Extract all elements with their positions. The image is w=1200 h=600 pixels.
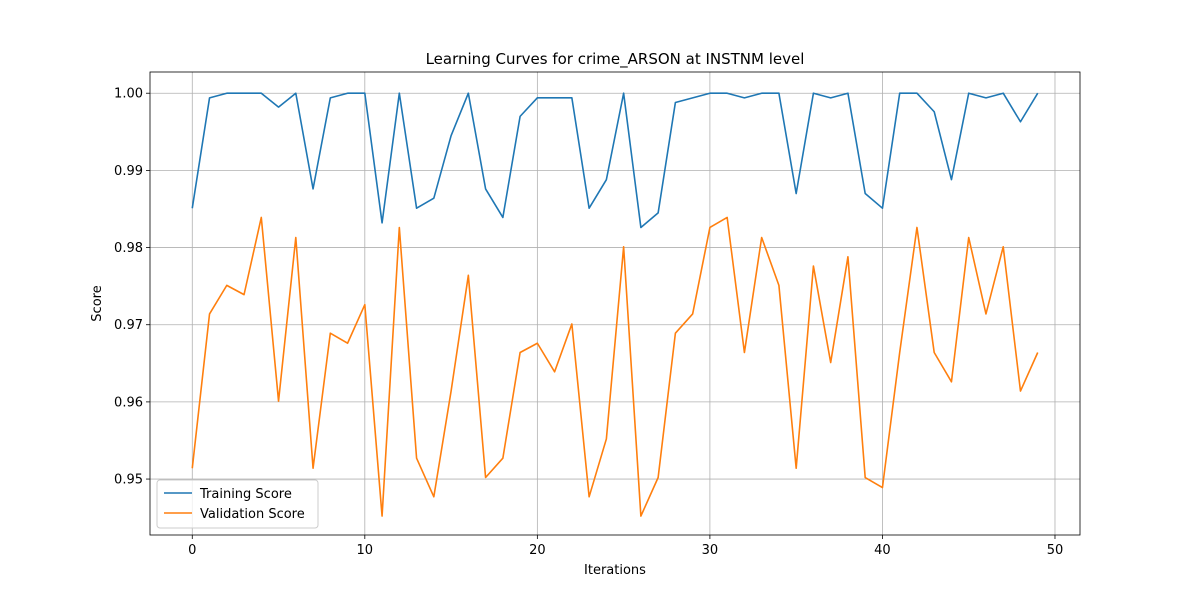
- legend-label-training: Training Score: [199, 487, 292, 502]
- x-tick-label: 20: [529, 543, 546, 558]
- plot-frame: [149, 71, 1081, 536]
- series-layer: [191, 92, 1039, 517]
- y-tick-label: 0.98: [114, 241, 143, 256]
- training-score-line: [191, 92, 1039, 229]
- x-axis-label: Iterations: [584, 563, 646, 578]
- legend: Training Score Validation Score: [156, 479, 319, 529]
- x-tick-label: 30: [702, 543, 719, 558]
- x-tick-label: 0: [188, 543, 196, 558]
- y-tick-label: 0.95: [114, 473, 143, 488]
- validation-score-line: [191, 216, 1039, 517]
- x-tick-label: 40: [874, 543, 891, 558]
- legend-label-validation: Validation Score: [200, 507, 305, 522]
- y-axis-label: Score: [90, 285, 105, 321]
- x-tick-label: 50: [1047, 543, 1064, 558]
- ticks-layer: 0 10 20 30 40 50 0.95 0.96 0.97 0.98 0.99 1.00: [114, 87, 1063, 558]
- legend-box: [156, 479, 319, 529]
- x-tick-label: 10: [357, 543, 374, 558]
- y-tick-label: 1.00: [114, 87, 143, 102]
- chart-title: Learning Curves for crime_ARSON at INSTN…: [426, 50, 805, 69]
- y-tick-label: 0.97: [114, 318, 143, 333]
- y-tick-label: 0.96: [114, 395, 143, 410]
- grid-layer: [150, 72, 1080, 535]
- y-tick-label: 0.99: [114, 164, 143, 179]
